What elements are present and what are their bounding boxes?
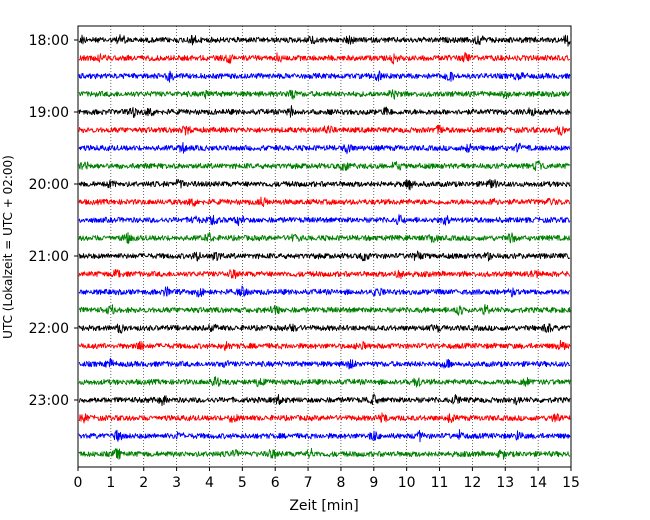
y-axis-label: UTC (Lokalzeit = UTC + 02:00) [1,155,15,339]
x-tick-label: 12 [463,475,481,491]
seismogram-trace [78,124,571,136]
seismogram-trace [78,339,571,352]
x-tick-label: 14 [529,475,547,491]
seismogram-trace [78,250,571,262]
x-tick-label: 6 [271,475,280,491]
y-tick-label: 19:00 [29,105,69,121]
x-tick-label: 4 [205,475,214,491]
plot-frame [77,25,572,468]
x-tick-label: 10 [398,475,416,491]
x-tick-label: 5 [238,475,247,491]
x-tick-label: 0 [74,475,83,491]
seismogram-trace [78,34,571,47]
seismogram-trace [78,196,571,208]
seismogram-trace [78,428,571,443]
y-tick-label: 22:00 [29,321,69,337]
y-tick-label: 23:00 [29,393,69,409]
x-tick-label: 11 [431,475,449,491]
seismogram-trace [78,393,571,407]
x-tick-label: 2 [139,475,148,491]
seismogram-trace [78,412,571,424]
seismogram-trace [78,52,571,65]
seismogram-trace [78,89,571,100]
seismogram-trace [78,285,571,298]
x-tick-label: 7 [304,475,313,491]
seismogram-trace [78,160,571,172]
x-tick-label: 9 [369,475,378,491]
y-tick-label: 20:00 [29,177,69,193]
x-tick-label: 13 [496,475,514,491]
x-axis-ticks: 0 1 2 3 4 5 6 7 8 9 10 11 12 13 14 15 [74,467,580,491]
seismogram-trace [78,70,571,83]
seismogram-trace [78,105,571,118]
seismogram-trace [78,268,571,280]
seismogram-trace [78,376,571,388]
y-axis-ticks: 18:00 19:00 20:00 21:00 22:00 23:00 [29,33,78,409]
seismogram-trace [78,141,571,155]
x-tick-label: 3 [172,475,181,491]
seismogram-trace [78,231,571,244]
y-tick-label: 21:00 [29,249,69,265]
seismogram-trace [78,304,571,316]
seismogram-trace [78,214,571,227]
x-tick-label: 15 [562,475,580,491]
x-axis-label: Zeit [min] [289,498,358,514]
seismogram-trace [78,178,571,191]
x-tick-label: 8 [336,475,345,491]
seismogram-trace [78,447,571,460]
seismogram-trace [78,323,571,334]
trace-group [78,34,571,460]
y-tick-label: 18:00 [29,33,69,49]
seismogram-trace [78,357,571,370]
x-tick-label: 1 [106,475,115,491]
